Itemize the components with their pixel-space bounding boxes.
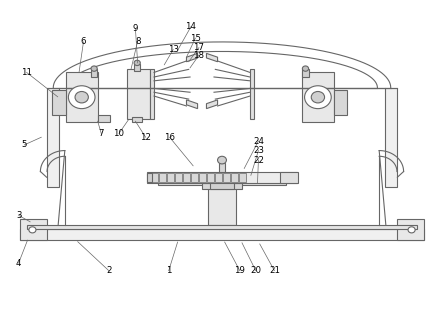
- Text: 19: 19: [234, 266, 245, 275]
- Polygon shape: [206, 100, 218, 109]
- Bar: [223, 173, 230, 182]
- Circle shape: [302, 66, 309, 71]
- Bar: [147, 171, 297, 183]
- Bar: [98, 115, 110, 122]
- Polygon shape: [186, 53, 198, 62]
- Text: 12: 12: [140, 133, 151, 142]
- Bar: [210, 182, 234, 189]
- Polygon shape: [186, 100, 198, 109]
- Bar: [199, 173, 206, 182]
- Bar: [159, 173, 166, 182]
- Text: 22: 22: [253, 156, 264, 165]
- Bar: [215, 173, 222, 182]
- Text: 3: 3: [16, 211, 21, 220]
- Text: 11: 11: [21, 68, 32, 77]
- Text: 5: 5: [22, 140, 27, 149]
- Bar: [20, 229, 424, 240]
- Bar: [91, 69, 97, 77]
- Text: 13: 13: [168, 45, 178, 54]
- Bar: [132, 117, 142, 122]
- Bar: [219, 163, 225, 171]
- Bar: [302, 73, 334, 122]
- Text: 16: 16: [164, 133, 175, 142]
- Bar: [191, 173, 198, 182]
- Bar: [397, 219, 424, 240]
- Bar: [250, 69, 254, 119]
- Circle shape: [311, 91, 325, 103]
- Circle shape: [68, 86, 95, 109]
- Bar: [280, 171, 298, 183]
- Bar: [385, 88, 397, 187]
- Bar: [66, 73, 98, 122]
- Text: 10: 10: [114, 129, 124, 138]
- Text: 18: 18: [194, 51, 204, 60]
- Text: 8: 8: [135, 37, 140, 46]
- Text: 20: 20: [250, 266, 261, 275]
- Text: 1: 1: [166, 266, 171, 275]
- Bar: [208, 187, 236, 225]
- Circle shape: [408, 227, 415, 233]
- Text: 9: 9: [133, 24, 138, 33]
- Circle shape: [134, 60, 140, 65]
- Bar: [175, 173, 182, 182]
- Circle shape: [218, 156, 226, 164]
- Circle shape: [29, 227, 36, 233]
- Circle shape: [305, 86, 331, 109]
- Circle shape: [91, 66, 97, 71]
- Text: 14: 14: [186, 22, 196, 31]
- Bar: [207, 173, 214, 182]
- Bar: [334, 90, 347, 115]
- Bar: [20, 219, 47, 240]
- Bar: [302, 69, 309, 77]
- Text: 17: 17: [194, 43, 204, 52]
- Bar: [147, 173, 152, 182]
- Text: 24: 24: [253, 136, 264, 145]
- Text: 7: 7: [99, 129, 104, 138]
- Bar: [158, 182, 286, 185]
- Circle shape: [75, 91, 88, 103]
- Bar: [167, 173, 174, 182]
- Bar: [231, 173, 238, 182]
- Bar: [151, 173, 158, 182]
- Text: 4: 4: [16, 259, 21, 268]
- Bar: [47, 88, 59, 187]
- Bar: [134, 64, 140, 71]
- Text: 2: 2: [106, 266, 111, 275]
- Bar: [52, 90, 66, 115]
- Bar: [150, 69, 154, 119]
- Bar: [27, 225, 417, 229]
- Bar: [202, 183, 242, 189]
- Text: 23: 23: [253, 146, 264, 155]
- Text: 15: 15: [190, 34, 201, 43]
- Polygon shape: [206, 53, 218, 62]
- Text: 6: 6: [81, 38, 86, 46]
- Bar: [239, 173, 246, 182]
- Bar: [183, 173, 190, 182]
- Text: 21: 21: [269, 266, 280, 275]
- Bar: [127, 69, 150, 119]
